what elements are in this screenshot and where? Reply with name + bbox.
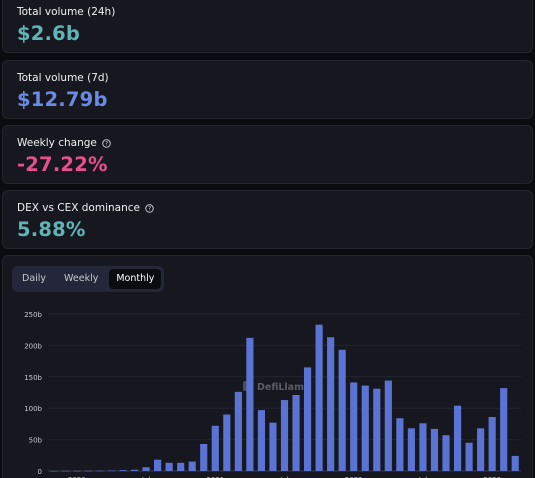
volume-bar[interactable] [407, 428, 415, 471]
volume-bar-chart: DefiLlama 0 50b 100b 150b 200b 250b 2020 Jul 20… [24, 311, 521, 478]
volume-bar[interactable] [257, 410, 266, 471]
x-tick-label: Jul [418, 476, 428, 478]
volume-bar[interactable] [107, 470, 116, 472]
y-tick-label: 0 [38, 468, 42, 476]
watermark-text: DefiLlama [257, 382, 310, 393]
volume-bar[interactable] [384, 380, 392, 471]
help-circle-icon[interactable]: ? [102, 138, 111, 148]
volume-bar[interactable] [200, 443, 208, 471]
volume-bar[interactable] [292, 395, 300, 471]
stat-value: $12.79b [17, 88, 108, 111]
stat-value: $2.6b [17, 22, 81, 45]
volume-bar[interactable] [361, 385, 369, 471]
stat-label: Total volume (7d) [17, 72, 109, 84]
volume-bar[interactable] [477, 428, 485, 471]
volume-bar[interactable] [396, 418, 404, 471]
volume-chart-card: Daily Weekly Monthly DefiLlama 0 50b 100b 1… [2, 255, 533, 478]
volume-bar[interactable] [154, 459, 162, 471]
y-tick-label: 50b [29, 437, 43, 445]
volume-bar[interactable] [177, 462, 185, 471]
volume-bar[interactable] [511, 455, 519, 471]
volume-bar[interactable] [327, 337, 335, 471]
stat-card-volume-7d: Total volume (7d) $12.79b [2, 60, 533, 119]
stat-label-row: DEX vs CEX dominance ? [17, 202, 154, 214]
stat-label: DEX vs CEX dominance [17, 202, 140, 214]
volume-bar[interactable] [84, 470, 92, 472]
y-tick-label: 250b [24, 311, 42, 319]
tab-monthly[interactable]: Monthly [109, 269, 162, 289]
x-tick-label: 2023 [483, 476, 501, 478]
volume-bar[interactable] [373, 388, 381, 471]
x-tick-label: Jul [141, 476, 151, 478]
volume-bar[interactable] [315, 324, 323, 471]
volume-bar[interactable] [61, 470, 69, 472]
stat-card-weekly-change: Weekly change ? -27.22% [2, 125, 533, 184]
volume-bar[interactable] [500, 388, 508, 471]
stat-value: 5.88% [17, 218, 86, 241]
volume-bar[interactable] [188, 461, 196, 471]
volume-bar[interactable] [223, 414, 231, 471]
x-tick-label: 2020 [68, 476, 86, 478]
volume-bar[interactable] [419, 423, 427, 471]
svg-text:?: ? [105, 141, 108, 147]
volume-bar[interactable] [234, 391, 242, 471]
volume-bar[interactable] [453, 405, 462, 471]
y-tick-label: 200b [24, 342, 42, 350]
volume-bar[interactable] [488, 416, 496, 471]
x-tick-label: 2021 [206, 476, 224, 478]
volume-bar[interactable] [269, 422, 277, 471]
stat-label-row: Weekly change ? [17, 137, 111, 149]
help-circle-icon[interactable]: ? [145, 203, 154, 213]
volume-bar[interactable] [280, 400, 289, 471]
period-tabs: Daily Weekly Monthly [12, 266, 165, 292]
volume-bar[interactable] [119, 470, 127, 471]
volume-bar[interactable] [303, 367, 312, 471]
x-tick-label: 2022 [345, 476, 363, 478]
y-tick-label: 100b [24, 405, 42, 413]
volume-bar[interactable] [73, 470, 81, 472]
volume-bar[interactable] [430, 428, 439, 471]
stat-card-volume-24h: Total volume (24h) $2.6b [2, 0, 533, 53]
volume-bar[interactable] [246, 337, 254, 471]
stat-label: Weekly change [17, 137, 97, 149]
volume-bar[interactable] [142, 467, 150, 471]
svg-text:?: ? [148, 206, 151, 212]
volume-bar[interactable] [350, 382, 358, 471]
stat-value: -27.22% [17, 153, 108, 176]
volume-bar[interactable] [442, 435, 450, 471]
volume-bar[interactable] [130, 469, 139, 471]
volume-bar[interactable] [165, 462, 173, 471]
x-tick-label: Jul [279, 476, 289, 478]
volume-bar[interactable] [338, 349, 346, 471]
stat-label: Total volume (24h) [17, 6, 116, 18]
y-tick-label: 150b [24, 374, 42, 382]
volume-bar[interactable] [96, 470, 104, 472]
tab-weekly[interactable]: Weekly [64, 273, 99, 284]
volume-bar[interactable] [50, 470, 58, 472]
stat-card-dex-cex-dominance: DEX vs CEX dominance ? 5.88% [2, 190, 533, 249]
volume-bar[interactable] [211, 425, 219, 471]
volume-bar[interactable] [465, 442, 473, 471]
tab-daily[interactable]: Daily [22, 273, 47, 284]
